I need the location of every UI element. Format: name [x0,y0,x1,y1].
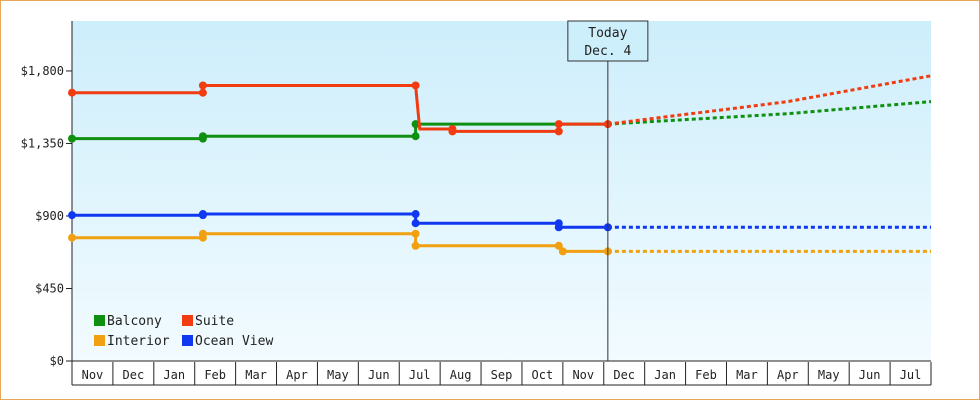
x-tick-label: Dec [123,368,145,382]
x-tick-label: Mar [736,368,758,382]
data-point[interactable] [198,132,207,141]
today-date: Dec. 4 [584,44,631,59]
data-point[interactable] [411,229,420,238]
x-tick-label: Jul [409,368,431,382]
legend-swatch [182,335,193,346]
data-point[interactable] [554,241,563,250]
series-forecast-line [607,100,932,126]
data-point[interactable] [411,210,420,219]
today-label: Today [588,26,627,41]
x-tick-label: Jan [654,368,676,382]
data-point[interactable] [68,211,76,220]
x-tick-label: Dec [613,368,635,382]
y-tick-label: $1,800 [21,64,64,78]
data-point[interactable] [198,210,207,219]
data-point[interactable] [198,88,207,97]
x-tick-label: May [818,368,840,382]
data-point[interactable] [68,233,76,242]
x-tick-label: Jan [163,368,185,382]
y-tick-label: $900 [35,209,64,223]
x-tick-label: May [327,368,349,382]
data-point[interactable] [411,81,420,90]
x-tick-label: Jun [859,368,881,382]
data-point[interactable] [198,81,207,90]
x-tick-label: Mar [245,368,267,382]
x-tick-label: Oct [532,368,554,382]
legend-label: Suite [195,314,234,329]
x-tick-label: Nov [572,368,594,382]
today-box [567,20,649,62]
x-tick-label: Feb [204,368,226,382]
x-tick-label: Sep [491,368,513,382]
data-point[interactable] [411,219,420,228]
data-point[interactable] [411,132,420,141]
plot-area [72,21,931,361]
y-tick-label: $0 [50,354,64,368]
data-point[interactable] [554,127,563,136]
x-tick-label: Jun [368,368,390,382]
data-point[interactable] [558,247,567,256]
data-point[interactable] [68,134,76,143]
data-point[interactable] [448,127,457,136]
legend-label: Interior [107,334,170,349]
y-tick-label: $450 [35,281,64,295]
legend-label: Ocean View [195,334,273,349]
x-tick-label: Aug [450,368,472,382]
x-tick-label: Nov [82,368,104,382]
data-point[interactable] [411,241,420,250]
data-point[interactable] [198,229,207,238]
legend-swatch [94,335,105,346]
x-tick-label: Apr [777,368,799,382]
x-tick-label: Apr [286,368,308,382]
legend-swatch [182,315,193,326]
x-tick-label: Feb [695,368,717,382]
x-tick-label: Jul [900,368,922,382]
legend-swatch [94,315,105,326]
data-point[interactable] [68,88,76,97]
legend-label: Balcony [107,314,162,329]
data-point[interactable] [554,223,563,232]
data-point[interactable] [554,120,563,129]
y-tick-label: $1,350 [21,136,64,150]
